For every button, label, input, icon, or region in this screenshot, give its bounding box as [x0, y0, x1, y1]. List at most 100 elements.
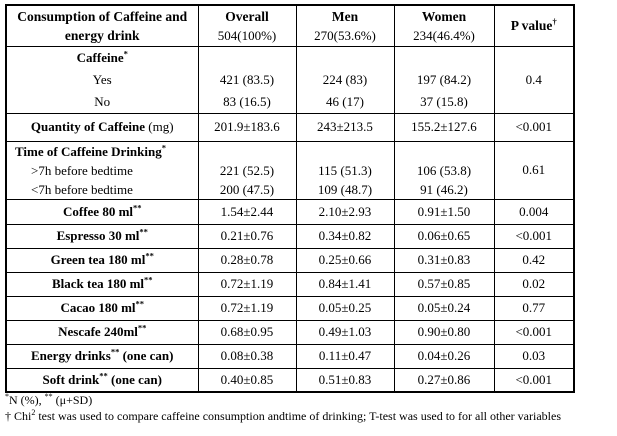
- header-overall-count: 504(100%): [217, 27, 277, 43]
- dagger-symbol: †: [552, 16, 557, 27]
- table-row-cacao: Cacao 180 ml** 0.72±1.19 0.05±0.25 0.05±…: [5, 295, 575, 321]
- row-women-cell: 0.31±0.83: [393, 247, 495, 273]
- caffeine-label-cell: Caffeine* Yes No: [5, 45, 199, 114]
- row-men-cell: 0.49±1.03: [295, 319, 395, 345]
- row-overall: 0.68±0.95: [220, 324, 274, 339]
- row-men: 0.05±0.25: [318, 300, 372, 315]
- row-women: 0.05±0.24: [417, 300, 471, 315]
- row-label: Cacao 180 ml: [60, 300, 136, 315]
- row-pvalue: <0.001: [515, 228, 553, 243]
- time-lt7h-label: <7h before bedtime: [31, 181, 133, 197]
- header-pvalue: P value†: [497, 16, 572, 35]
- row-pvalue: <0.001: [515, 324, 553, 339]
- time-gt7h-label: >7h before bedtime: [31, 162, 133, 178]
- header-row: Consumption of Caffeine and energy drink…: [5, 4, 575, 47]
- caffeine-pvalue-cell: 0.4: [493, 45, 575, 114]
- row-overall-cell: 0.72±1.19: [197, 295, 297, 321]
- asterisk-marker: *: [123, 48, 128, 59]
- row-women-cell: 0.91±1.50: [393, 198, 495, 225]
- row-men-cell: 0.25±0.66: [295, 247, 395, 273]
- asterisk-marker: **: [110, 346, 120, 357]
- asterisk-marker: *: [161, 142, 166, 153]
- row-pvalue-cell: 0.004: [493, 198, 575, 225]
- quantity-women: 155.2±127.6: [411, 119, 477, 134]
- asterisk-marker: **: [137, 322, 147, 333]
- table-row-nescafe: Nescafe 240ml** 0.68±0.95 0.49±1.03 0.90…: [5, 319, 575, 345]
- table-row-black-tea: Black tea 180 ml** 0.72±1.19 0.84±1.41 0…: [5, 271, 575, 297]
- caffeine-section-title: Caffeine*: [9, 47, 196, 69]
- row-women: 0.06±0.65: [417, 228, 471, 243]
- chi-squared-exponent: 2: [31, 408, 36, 417]
- header-cell-pvalue: P value†: [493, 4, 575, 47]
- caffeine-label: Caffeine: [76, 49, 124, 65]
- table-row-energy-drinks: Energy drinks** (one can) 0.08±0.38 0.11…: [5, 343, 575, 369]
- header-pvalue-text: P value: [510, 18, 553, 34]
- caffeine-yes-women: 197 (84.2): [416, 71, 472, 87]
- time-gt7h-overall: 221 (52.5): [219, 162, 275, 178]
- row-overall-cell: 0.08±0.38: [197, 343, 297, 369]
- row-men: 0.51±0.83: [318, 371, 372, 387]
- row-women: 0.27±0.86: [417, 371, 471, 387]
- row-men: 0.84±1.41: [318, 276, 372, 291]
- asterisk-marker: **: [144, 274, 153, 285]
- time-lt7h-women: 91 (46.2): [420, 181, 468, 197]
- row-pvalue-cell: <0.001: [493, 223, 575, 249]
- row-label-rest: (one can): [119, 348, 174, 363]
- caffeine-men-cell: 224 (83) 46 (17): [295, 45, 395, 114]
- caffeine-women-cell: 197 (84.2) 37 (15.8): [393, 45, 495, 114]
- row-label-rest: (one can): [107, 371, 162, 387]
- row-pvalue-cell: <0.001: [493, 367, 575, 393]
- row-pvalue: <0.001: [515, 371, 553, 387]
- row-pvalue-cell: 0.77: [493, 295, 575, 321]
- table-row-coffee: Coffee 80 ml** 1.54±2.44 2.10±2.93 0.91±…: [5, 198, 575, 225]
- asterisk-marker: **: [133, 202, 142, 213]
- row-pvalue-cell: <0.001: [493, 319, 575, 345]
- row-overall-cell: 0.68±0.95: [197, 319, 297, 345]
- row-men-cell: 0.11±0.47: [295, 343, 395, 369]
- row-overall: 0.21±0.76: [220, 228, 274, 243]
- caffeine-no-women: 37 (15.8): [420, 93, 468, 109]
- row-label: Coffee 80 ml: [62, 203, 134, 219]
- row-label-cell: Espresso 30 ml**: [5, 223, 199, 249]
- table-row-soft-drink: Soft drink** (one can) 0.40±0.85 0.51±0.…: [5, 367, 575, 393]
- spacer: [299, 142, 392, 161]
- footnote-chi-prefix: † Chi: [5, 409, 32, 423]
- row-pvalue: 0.004: [519, 203, 549, 219]
- caffeine-consumption-table: Consumption of Caffeine and energy drink…: [5, 4, 575, 393]
- row-women-cell: 0.05±0.24: [393, 295, 495, 321]
- caffeine-no-men: 46 (17): [326, 93, 364, 109]
- header-cell-label: Consumption of Caffeine and energy drink: [5, 4, 199, 47]
- header-overall-title: Overall: [225, 8, 269, 24]
- row-women-cell: 0.04±0.26: [393, 343, 495, 369]
- row-women: 0.90±0.80: [417, 324, 471, 339]
- row-label-cell: Soft drink** (one can): [5, 367, 199, 393]
- row-pvalue: 0.42: [522, 252, 546, 267]
- spacer: [201, 47, 294, 69]
- row-label: Energy drinks: [31, 348, 111, 363]
- asterisk-marker: *: [5, 392, 9, 401]
- quantity-men-cell: 243±213.5: [295, 112, 395, 142]
- row-women: 0.31±0.83: [417, 252, 471, 267]
- asterisk-marker: **: [145, 250, 154, 261]
- caffeine-no-label: No: [94, 93, 111, 109]
- time-label-cell: Time of Caffeine Drinking* >7h before be…: [5, 140, 199, 200]
- asterisk-marker: **: [135, 298, 145, 309]
- header-cell-men: Men 270(53.6%): [295, 4, 395, 47]
- row-label-cell: Cacao 180 ml**: [5, 295, 199, 321]
- time-women-cell: 106 (53.8) 91 (46.2): [393, 140, 495, 200]
- spacer: [299, 47, 392, 69]
- header-women-title: Women: [421, 8, 467, 24]
- footnote-abbreviations: *N (%), ** (μ+SD): [5, 392, 92, 408]
- row-women: 0.04±0.26: [417, 348, 471, 363]
- time-overall-cell: 221 (52.5) 200 (47.5): [197, 140, 297, 200]
- row-label-cell: Coffee 80 ml**: [5, 198, 199, 225]
- row-label: Black tea 180 ml: [51, 276, 145, 291]
- row-label: Espresso 30 ml: [56, 228, 140, 243]
- spacer: [397, 142, 492, 161]
- header-cell-women: Women 234(46.4%): [393, 4, 495, 47]
- row-label-cell: Black tea 180 ml**: [5, 271, 199, 297]
- header-men-count: 270(53.6%): [314, 27, 376, 43]
- row-overall: 0.40±0.85: [220, 371, 274, 387]
- row-overall-cell: 1.54±2.44: [197, 198, 297, 225]
